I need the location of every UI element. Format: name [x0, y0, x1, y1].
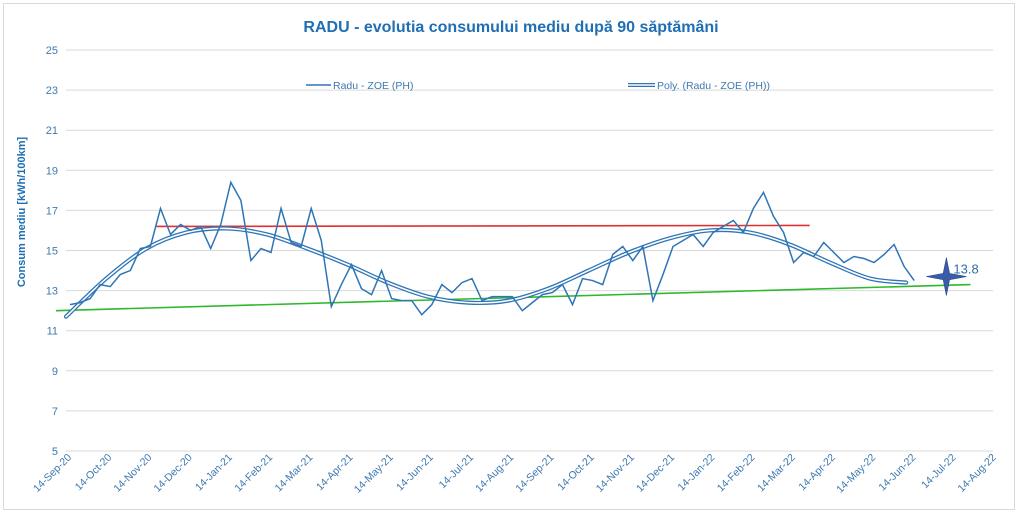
x-tick-label: 14-Dec-20: [152, 452, 195, 495]
x-tick-label: 14-Jul-22: [919, 452, 959, 492]
y-tick-label: 25: [46, 45, 58, 57]
x-tick-label: 14-Sep-20: [31, 452, 74, 495]
average-line: [156, 224, 810, 228]
y-axis-label: Consum mediu [kWh/100km]: [16, 136, 28, 287]
chart-title: RADU - evolutia consumului mediu după 90…: [303, 19, 718, 36]
y-tick-label: 13: [46, 286, 58, 298]
poly-trend-inner: [65, 227, 907, 318]
x-tick-label: 14-Feb-21: [232, 452, 275, 495]
x-axis-ticks: 14-Sep-2014-Oct-2014-Nov-2014-Dec-2014-J…: [31, 452, 999, 496]
x-tick-label: 14-Aug-22: [956, 452, 999, 495]
x-tick-label: 14-May-21: [352, 452, 396, 496]
x-tick-label: 14-Nov-20: [111, 452, 154, 495]
x-tick-label: 14-Jul-21: [437, 452, 477, 492]
x-tick-label: 14-Jun-21: [394, 452, 436, 494]
legend: Radu - ZOE (PH) Poly. (Radu - ZOE (PH)): [306, 80, 770, 92]
star-marker-icon: [926, 257, 967, 296]
chart-frame: [3, 3, 1015, 510]
x-tick-label: 14-Jun-22: [876, 452, 918, 494]
x-tick-label: 14-Dec-21: [634, 452, 677, 495]
x-tick-label: 14-Oct-21: [555, 452, 597, 494]
star-marker-label: 13.8: [953, 262, 978, 277]
y-tick-label: 21: [46, 125, 58, 137]
x-tick-label: 14-Oct-20: [73, 452, 115, 494]
annotations: 13.8: [926, 257, 979, 296]
legend-label-poly-trend: Poly. (Radu - ZOE (PH)): [657, 80, 770, 92]
legend-label-radu-zoe: Radu - ZOE (PH): [333, 80, 414, 92]
x-tick-label: 14-Nov-21: [594, 452, 637, 495]
x-tick-label: 14-Mar-21: [273, 452, 316, 495]
x-tick-label: 14-Mar-22: [755, 452, 798, 495]
y-tick-label: 9: [52, 366, 58, 378]
x-tick-label: 14-Aug-21: [473, 452, 516, 495]
x-tick-label: 14-Apr-21: [314, 452, 356, 494]
x-tick-label: 14-Sep-21: [513, 452, 556, 495]
x-tick-label: 14-Jan-22: [675, 452, 717, 494]
y-tick-label: 17: [46, 205, 58, 217]
y-tick-label: 11: [47, 326, 58, 338]
y-tick-label: 5: [52, 446, 58, 458]
series-line-radu-zoe: [69, 180, 915, 316]
y-tick-label: 23: [46, 85, 58, 97]
y-tick-label: 19: [46, 165, 58, 177]
x-tick-label: 14-Feb-22: [715, 452, 758, 495]
y-axis-ticks: 5 7 9 11 13 15 17 19 21 23 25: [46, 45, 58, 458]
x-tick-label: 14-Apr-22: [796, 452, 838, 494]
x-tick-label: 14-Jan-21: [193, 452, 235, 494]
y-tick-label: 15: [46, 246, 58, 258]
legend-item-poly-trend: Poly. (Radu - ZOE (PH)): [628, 80, 770, 92]
y-tick-label: 7: [52, 406, 58, 418]
plot-area: [55, 180, 971, 319]
legend-item-radu-zoe: Radu - ZOE (PH): [306, 80, 414, 92]
gridlines: [66, 49, 993, 452]
x-tick-label: 14-May-22: [834, 452, 878, 496]
